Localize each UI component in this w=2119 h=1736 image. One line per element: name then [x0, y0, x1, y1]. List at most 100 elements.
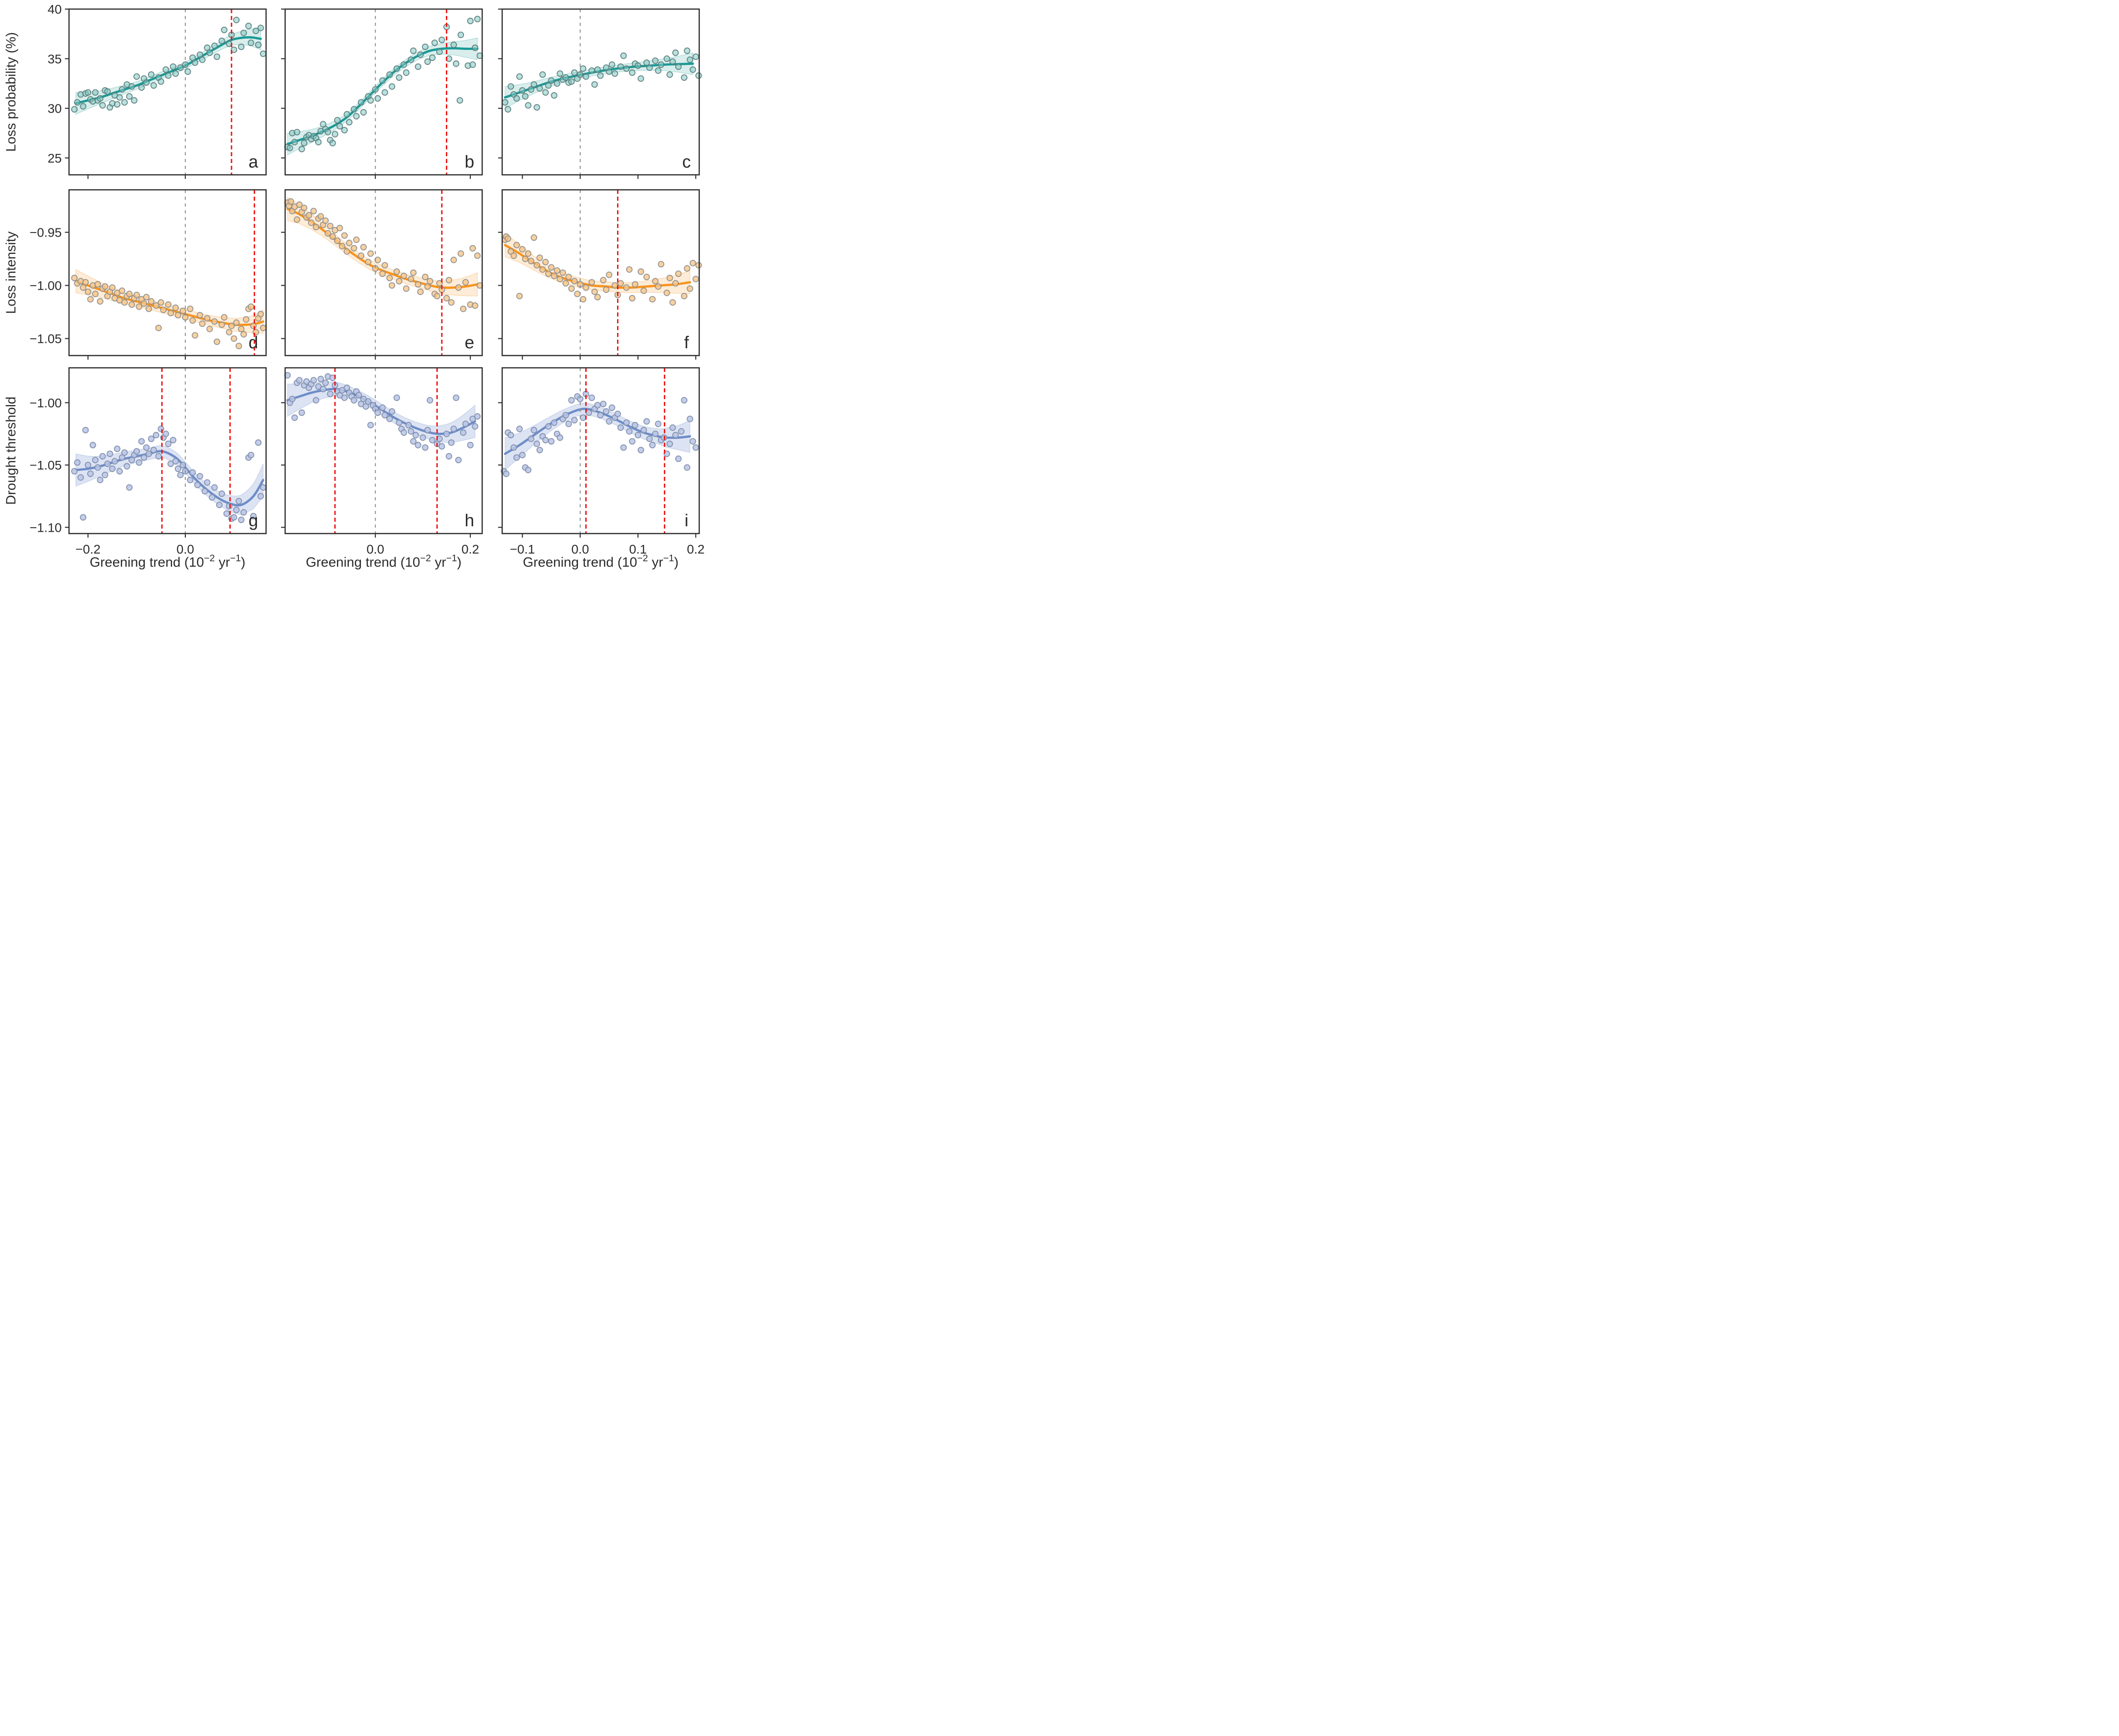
data-point: [692, 444, 699, 451]
data-point: [255, 41, 262, 48]
data-point: [407, 276, 415, 282]
data-point: [233, 506, 240, 514]
data-point: [652, 430, 659, 437]
data-point: [71, 275, 78, 282]
data-point: [189, 317, 196, 324]
data-point: [97, 95, 104, 102]
y-axis-title: Loss intensity: [4, 232, 19, 314]
data-point: [424, 58, 431, 65]
data-point: [94, 464, 101, 471]
data-point: [170, 63, 177, 70]
data-point: [684, 464, 691, 471]
data-point: [386, 275, 393, 282]
data-point: [116, 94, 123, 101]
data-point: [695, 262, 702, 269]
data-point: [643, 59, 650, 66]
data-point: [681, 292, 688, 300]
data-point: [672, 280, 679, 287]
data-point: [443, 295, 450, 302]
data-point: [528, 257, 534, 264]
data-point: [542, 437, 549, 444]
data-point: [92, 291, 99, 297]
y-tick-label: 40: [48, 2, 62, 16]
data-point: [199, 320, 206, 327]
data-point: [71, 468, 78, 475]
data-point: [346, 119, 353, 126]
data-point: [606, 418, 612, 425]
data-point: [400, 429, 407, 436]
data-point: [102, 283, 109, 290]
data-point: [293, 129, 301, 136]
data-point: [460, 429, 467, 436]
data-point: [287, 198, 294, 205]
y-tick-label: −0.95: [30, 226, 62, 240]
data-point: [513, 454, 520, 461]
data-point: [233, 319, 240, 326]
data-point: [669, 299, 676, 306]
data-point: [548, 77, 555, 84]
data-point: [643, 273, 650, 281]
data-point: [204, 479, 211, 486]
data-point: [231, 46, 237, 53]
data-point: [559, 269, 566, 276]
data-point: [158, 299, 164, 306]
data-point: [663, 450, 670, 457]
data-point: [121, 99, 128, 106]
data-point: [395, 74, 403, 81]
data-point: [516, 292, 523, 300]
data-point: [247, 451, 254, 459]
data-point: [365, 258, 372, 266]
data-point: [221, 314, 227, 321]
data-point: [455, 456, 462, 464]
data-point: [525, 466, 532, 474]
data-point: [360, 109, 367, 116]
data-point: [681, 397, 688, 404]
data-point: [150, 446, 157, 454]
panel-letter: i: [685, 511, 688, 530]
data-point: [640, 287, 647, 294]
data-point: [652, 278, 659, 285]
data-point: [637, 268, 644, 275]
data-point: [174, 312, 182, 319]
data-point: [568, 285, 575, 292]
data-point: [238, 516, 245, 523]
data-point: [379, 404, 386, 411]
data-point: [469, 61, 476, 68]
data-point: [448, 299, 455, 306]
x-tick-label: 0.0: [571, 542, 589, 556]
x-tick-label: 0.1: [629, 542, 647, 556]
data-point: [97, 298, 104, 305]
panel-b: b: [281, 8, 483, 179]
x-axis-title: Greening trend (10−2 yr−1): [523, 553, 678, 570]
data-point: [104, 88, 111, 95]
data-point: [410, 438, 417, 445]
data-point: [367, 97, 374, 104]
data-point: [138, 438, 145, 445]
data-point: [89, 442, 96, 449]
data-point: [557, 276, 563, 282]
data-point: [675, 63, 682, 70]
data-point: [580, 414, 587, 421]
data-point: [315, 138, 322, 146]
data-point: [128, 301, 135, 308]
data-point: [138, 84, 145, 91]
data-point: [583, 284, 589, 291]
data-point: [351, 397, 357, 404]
data-point: [235, 498, 242, 504]
greening-trend-scatter-grid: 40 35 30 25 a b c −0.95 −1.00 −1.05 d e f −0.2 0.0 −1.0…: [4, 2, 705, 570]
data-point: [533, 440, 540, 447]
data-point: [247, 303, 254, 310]
data-point: [393, 65, 400, 72]
data-point: [252, 27, 259, 35]
data-point: [260, 50, 267, 57]
data-point: [143, 79, 150, 86]
data-point: [218, 37, 225, 45]
data-point: [106, 450, 114, 457]
data-point: [530, 234, 538, 241]
data-point: [367, 250, 374, 257]
data-point: [79, 514, 87, 521]
data-point: [400, 272, 407, 279]
data-point: [632, 281, 638, 288]
data-point: [551, 419, 558, 426]
data-point: [403, 69, 410, 76]
